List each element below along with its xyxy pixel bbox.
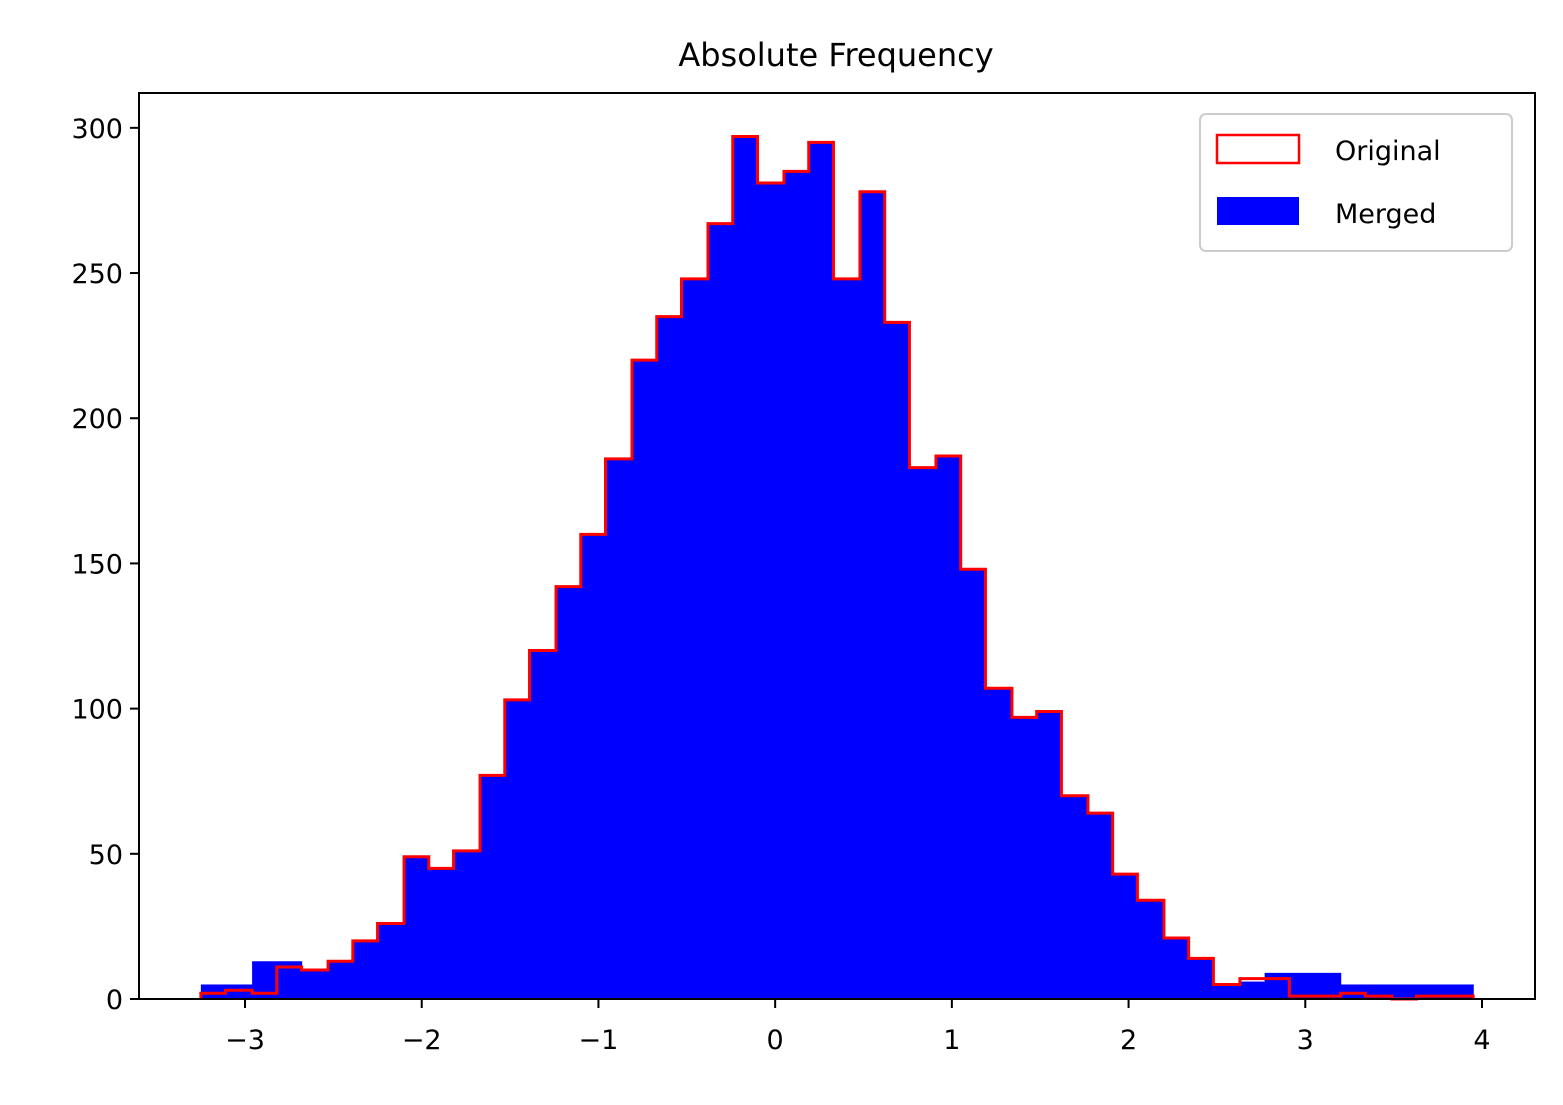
y-tick-label: 200 (71, 404, 123, 435)
y-tick-label: 100 (71, 695, 123, 726)
legend-label-original: Original (1335, 136, 1441, 167)
y-axis: 0 50 100 150 200 250 300 (71, 114, 139, 1016)
x-axis: −3 −2 −1 0 1 2 3 4 (225, 999, 1491, 1056)
y-tick-label: 250 (71, 259, 123, 290)
merged-bar (1112, 874, 1139, 999)
merged-bar (1137, 900, 1165, 999)
merged-bar (453, 850, 481, 999)
merged-bar (605, 458, 633, 999)
merged-bar (529, 650, 557, 999)
merged-bar (935, 455, 962, 999)
merged-bar (556, 586, 582, 999)
y-tick-label: 0 (106, 985, 123, 1016)
merged-bar (1239, 981, 1266, 999)
merged-bar (783, 171, 810, 1000)
legend-swatch-original (1215, 133, 1301, 165)
x-tick-label: −2 (402, 1025, 442, 1056)
merged-bar (909, 467, 937, 999)
x-tick-label: 4 (1473, 1025, 1490, 1056)
merged-bar (377, 923, 405, 999)
legend-label-merged: Merged (1335, 199, 1436, 230)
merged-bar (1163, 938, 1190, 999)
merged-bar (504, 699, 531, 999)
merged-bar (328, 961, 354, 999)
x-tick-label: 0 (767, 1025, 784, 1056)
merged-bar (833, 278, 861, 999)
merged-bar (1188, 958, 1214, 999)
y-tick-label: 300 (71, 114, 123, 145)
x-tick-label: −3 (225, 1025, 265, 1056)
legend-swatch-merged (1217, 197, 1299, 225)
merged-bar (1036, 711, 1063, 999)
merged-series (200, 136, 1474, 1000)
x-tick-label: −1 (579, 1025, 619, 1056)
merged-bar (656, 316, 683, 999)
merged-bar (480, 775, 506, 999)
merged-bar (1061, 795, 1089, 999)
x-tick-label: 2 (1120, 1025, 1137, 1056)
merged-bar (1087, 813, 1114, 999)
merged-bar (580, 534, 607, 999)
merged-bar (757, 183, 785, 999)
merged-bar (960, 569, 987, 999)
merged-bar (1213, 984, 1241, 999)
merged-bar (808, 142, 835, 1000)
y-tick-label: 150 (71, 549, 123, 580)
chart-title: Absolute Frequency (678, 36, 993, 74)
merged-bar (404, 856, 430, 999)
x-tick-label: 1 (943, 1025, 960, 1056)
merged-bar (428, 868, 455, 999)
merged-bar (1011, 717, 1038, 999)
merged-bar (632, 360, 658, 1000)
original-step-line (199, 135, 1475, 1001)
merged-bar (708, 223, 734, 999)
merged-bar (732, 136, 759, 1000)
legend: Original Merged (1199, 113, 1513, 252)
merged-bar (301, 969, 329, 999)
y-tick-label: 50 (89, 840, 123, 871)
merged-bar (352, 940, 379, 999)
merged-bar (985, 688, 1013, 999)
merged-bar (681, 278, 709, 999)
original-series (199, 135, 1475, 1001)
merged-bar (859, 191, 886, 999)
plot-frame (138, 92, 1536, 1000)
x-tick-label: 3 (1297, 1025, 1314, 1056)
merged-bar (884, 322, 911, 1000)
